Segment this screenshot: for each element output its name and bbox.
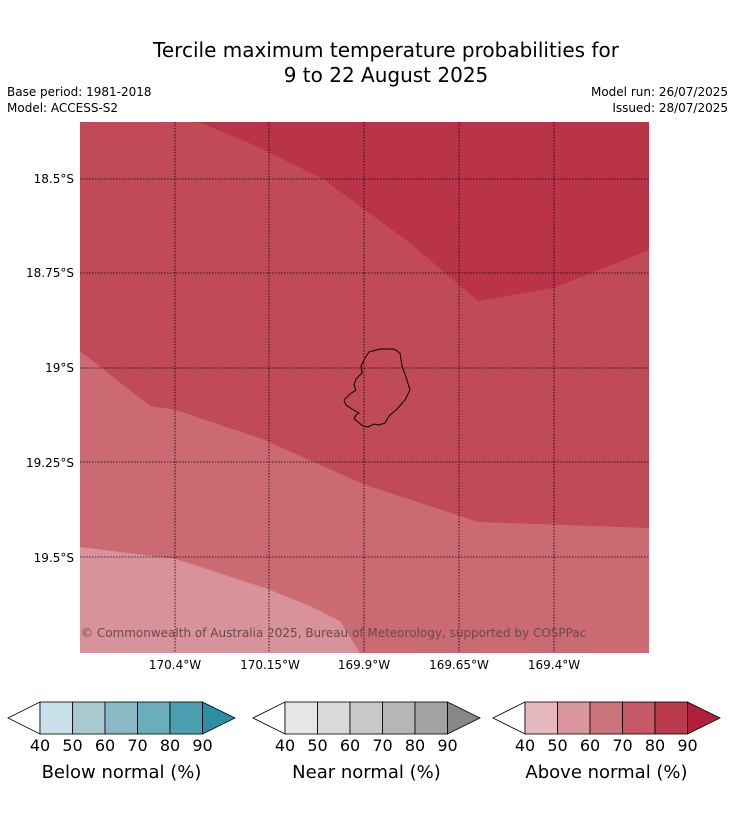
legend-near-normal: 40 50 60 70 80 90 Near normal (%): [252, 700, 481, 790]
lat-label-19-25: 19.25°S: [26, 456, 74, 470]
legend-tick: 80: [644, 736, 666, 755]
legend-tick: 60: [339, 736, 361, 755]
legend-colorbar: [252, 701, 481, 735]
title-line-1: Tercile maximum temperature probabilitie…: [153, 38, 619, 62]
legend-caption: Near normal (%): [292, 762, 441, 783]
legend-swatch: [414, 701, 448, 735]
issued-date: Issued: 28/07/2025: [612, 101, 728, 115]
meta-left: Base period: 1981-2018 Model: ACCESS-S2: [7, 84, 152, 116]
island-outline[interactable]: [343, 348, 411, 428]
legend-swatch: [524, 701, 558, 735]
zone-above-80-90: [198, 122, 649, 301]
legend-tick: 50: [307, 736, 328, 755]
legend-swatch: [39, 701, 73, 735]
legend-arrow-low: [252, 701, 286, 735]
legend-caption: Below normal (%): [41, 762, 202, 783]
legend-tick: 50: [62, 736, 83, 755]
legend-tick: 60: [94, 736, 116, 755]
legend-swatch: [622, 701, 656, 735]
legend-arrow-high: [687, 701, 721, 735]
meta-right: Model run: 26/07/2025 Issued: 28/07/2025: [591, 84, 728, 116]
legend-tick: 80: [159, 736, 181, 755]
legend-ticks: 40 50 60 70 80 90: [7, 736, 236, 756]
title-line-2: 9 to 22 August 2025: [283, 63, 489, 87]
legend-arrow-high: [202, 701, 236, 735]
model-run: Model run: 26/07/2025: [590, 85, 728, 99]
lon-label-170-4: 170.4°W: [148, 658, 202, 672]
legend-swatch: [284, 701, 318, 735]
legend-swatch: [169, 701, 203, 735]
lon-label-170-15: 170.15°W: [240, 658, 300, 672]
legend-arrow-high: [447, 701, 481, 735]
legend-tick: 60: [579, 736, 601, 755]
lat-label-19-5: 19.5°S: [33, 551, 74, 565]
legend-swatch: [557, 701, 591, 735]
legend-tick: 90: [677, 736, 698, 755]
legend-swatch: [104, 701, 138, 735]
lat-label-19: 19°S: [45, 361, 74, 375]
legend-arrow-low: [7, 701, 41, 735]
legend-ticks: 40 50 60 70 80 90: [492, 736, 721, 756]
legend-tick: 40: [274, 736, 296, 755]
model-name: Model: ACCESS-S2: [7, 101, 119, 115]
chart-title: Tercile maximum temperature probabilitie…: [0, 38, 736, 88]
copyright-notice: © Commonwealth of Australia 2025, Bureau…: [81, 626, 587, 640]
legend-swatch: [349, 701, 383, 735]
legend-tick: 70: [372, 736, 393, 755]
lat-label-18-75: 18.75°S: [26, 266, 74, 280]
legend-tick: 50: [547, 736, 568, 755]
legend-swatch: [137, 701, 171, 735]
lon-label-169-65: 169.65°W: [429, 658, 489, 672]
lon-label-169-9: 169.9°W: [337, 658, 391, 672]
legend-swatch: [654, 701, 688, 735]
map-svg: [80, 122, 649, 653]
legend-ticks: 40 50 60 70 80 90: [252, 736, 481, 756]
legend-tick: 70: [127, 736, 148, 755]
legend-tick: 90: [192, 736, 213, 755]
legend-above-normal: 40 50 60 70 80 90 Above normal (%): [492, 700, 721, 790]
lat-label-18-5: 18.5°S: [33, 172, 74, 186]
map-panel[interactable]: [80, 122, 649, 653]
legend-swatch: [382, 701, 416, 735]
legend-tick: 40: [29, 736, 51, 755]
gridlines: [80, 122, 649, 653]
legend-arrow-low: [492, 701, 526, 735]
legend-swatch: [72, 701, 106, 735]
legend-colorbar: [7, 701, 236, 735]
legend-tick: 40: [514, 736, 536, 755]
legend-tick: 70: [612, 736, 633, 755]
legend-colorbar: [492, 701, 721, 735]
legend-caption: Above normal (%): [525, 762, 688, 783]
legend-tick: 80: [404, 736, 426, 755]
lon-label-169-4: 169.4°W: [527, 658, 581, 672]
base-period: Base period: 1981-2018: [7, 85, 152, 99]
legend-swatch: [589, 701, 623, 735]
zone-above-50-60: [80, 547, 360, 653]
legend-swatch: [317, 701, 351, 735]
legend-below-normal: 40 50 60 70 80 90 Below normal (%): [7, 700, 236, 790]
legend-tick: 90: [437, 736, 458, 755]
